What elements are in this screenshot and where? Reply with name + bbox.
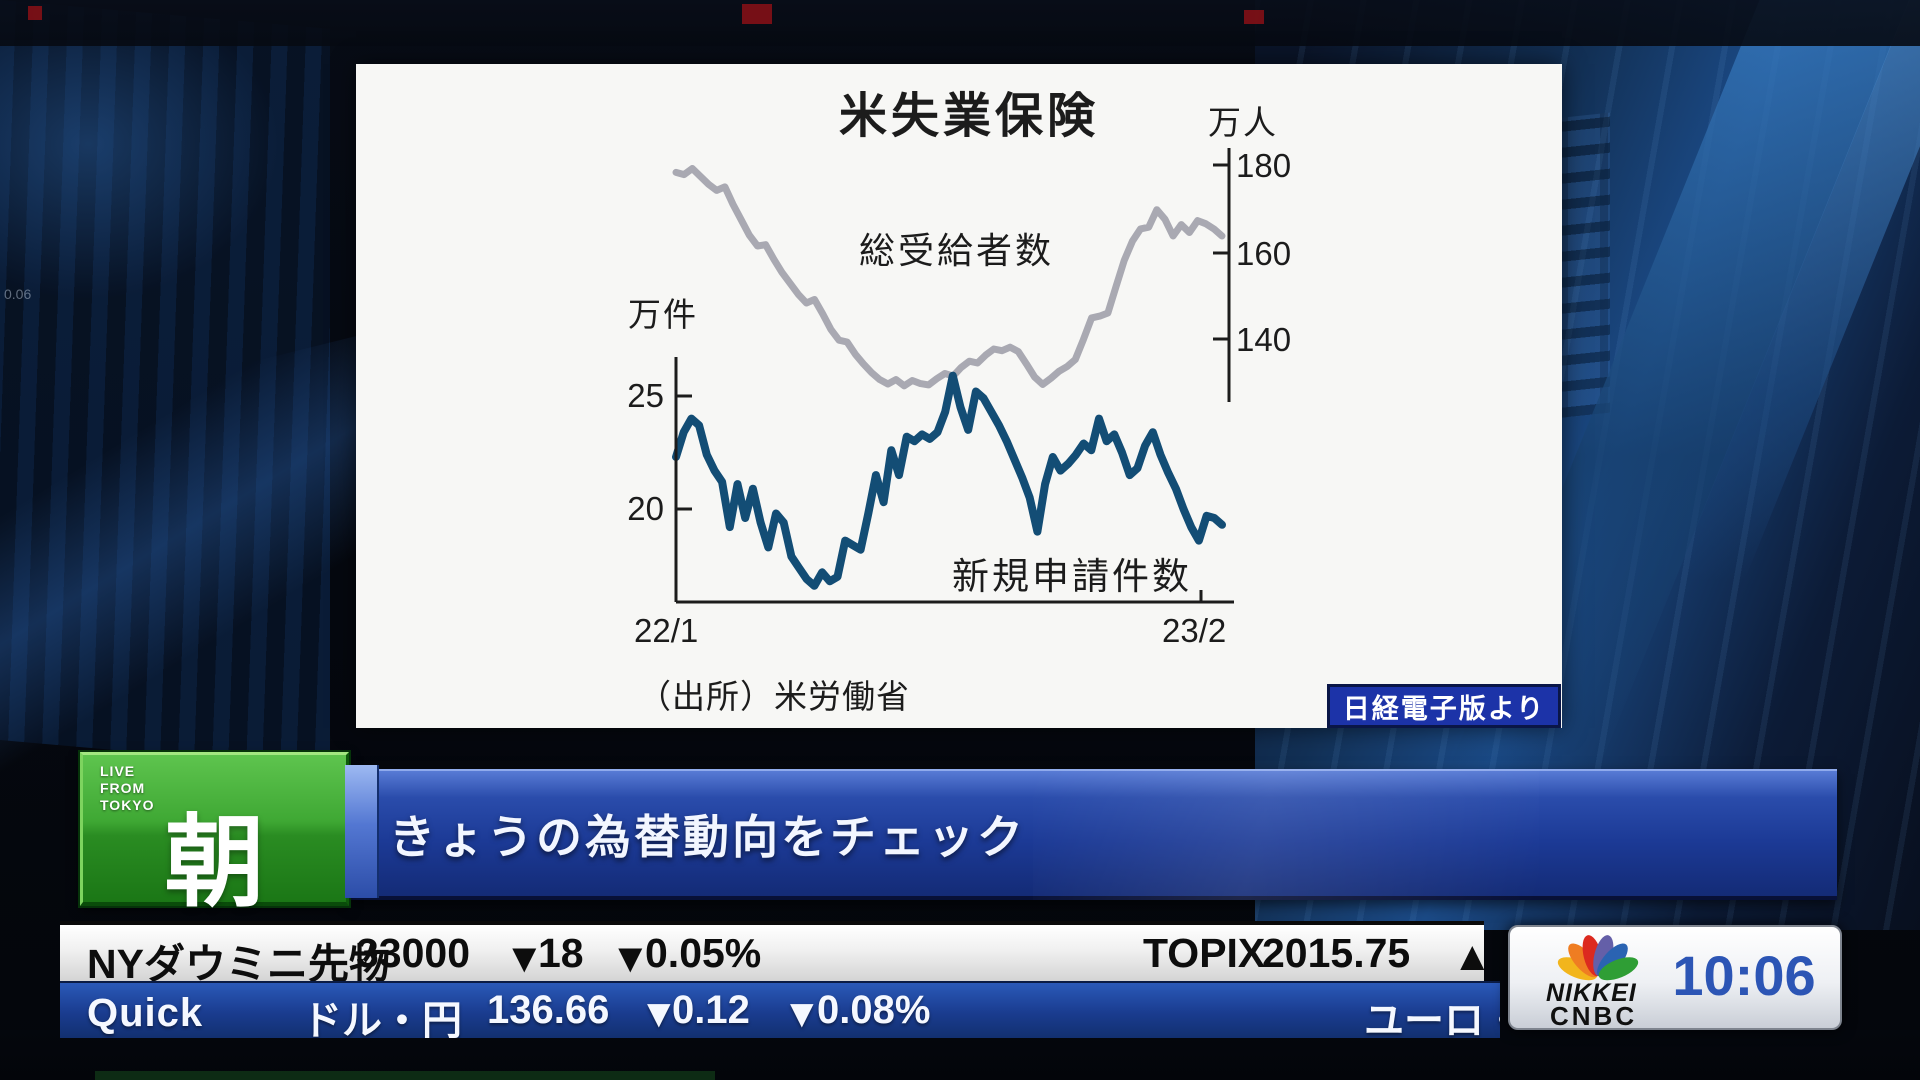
ticker1-down-triangle-icon: ▼ xyxy=(504,935,545,981)
studio-red-chip-3 xyxy=(1244,10,1264,24)
left-axis-unit-label: 万件 xyxy=(628,296,698,333)
live-line-1: LIVE xyxy=(100,763,136,779)
left-axis xyxy=(674,357,692,602)
ticker1-name: NYダウミニ先物 xyxy=(87,941,390,981)
chart-title: 米失業保険 xyxy=(838,90,1099,143)
cnbc-logo-text: CNBC xyxy=(1550,1001,1638,1031)
ticker-row-fx: Quick ドル・円 136.66 ▼ 0.12 ▼ 0.08% ユーロ・ xyxy=(60,981,1500,1038)
banner-left-cap xyxy=(345,765,379,898)
unemployment-chart xyxy=(672,148,1234,604)
program-kanji: 朝 xyxy=(164,807,265,919)
studio-top-band xyxy=(0,0,1920,46)
studio-bottom-green-sliver xyxy=(95,1071,715,1080)
x-tick-end: 23/2 xyxy=(1162,612,1227,649)
live-line-2: FROM xyxy=(100,780,146,796)
right-axis-unit-label: 万人 xyxy=(1208,104,1278,141)
ticker1-price: 33000 xyxy=(356,930,471,976)
ticker-row-indices: NYダウミニ先物 33000 ▼ 18 ▼ 0.05% TOPIX 2015.7… xyxy=(60,921,1484,981)
ticker2-down-triangle-icon-2: ▼ xyxy=(782,992,822,1036)
ticker1-change: 18 xyxy=(538,930,584,976)
quick-logo: Quick xyxy=(87,991,204,1035)
right-axis-tick-140: 140 xyxy=(1236,321,1292,358)
nikkei-logo-text: NIKKEI xyxy=(1546,979,1637,1007)
studio-left-glow xyxy=(0,40,280,300)
x-tick-start: 22/1 xyxy=(634,612,699,649)
x-axis xyxy=(674,590,1234,604)
left-axis-tick-20: 20 xyxy=(627,490,664,527)
credit-badge: 日経電子版より xyxy=(1327,684,1561,728)
ticker2-change-pct: 0.08% xyxy=(817,988,931,1032)
credit-badge-text: 日経電子版より xyxy=(1342,693,1546,724)
live-from-tokyo-box: LIVE FROM TOKYO 朝 xyxy=(80,752,349,919)
ticker2-change: 0.12 xyxy=(672,988,750,1032)
ticker1-change-pct: 0.05% xyxy=(645,930,762,976)
ticker2-down-triangle-icon: ▼ xyxy=(639,992,679,1036)
series-recipients-line xyxy=(672,165,1226,390)
live-line-3: TOKYO xyxy=(100,797,155,813)
series-label-claims: 新規申請件数 xyxy=(952,556,1192,597)
background-ticker-fragment: 0.06 xyxy=(4,286,32,302)
right-axis-tick-180: 180 xyxy=(1236,147,1292,184)
ticker1-down-triangle-icon-2: ▼ xyxy=(610,935,651,981)
headline-banner: きょうの為替動向をチェック xyxy=(349,769,1837,900)
right-axis xyxy=(1213,148,1231,402)
series-label-recipients: 総受給者数 xyxy=(859,230,1055,271)
live-from-tokyo-label: LIVE FROM TOKYO xyxy=(100,763,155,814)
chart-panel: 米失業保険 万人 万件 180 160 140 25 20 総受給者数 新規申請… xyxy=(356,64,1562,728)
banner-sheen xyxy=(1033,769,1540,900)
studio-red-chip-1 xyxy=(28,6,42,20)
clock-time: 10:06 xyxy=(1672,944,1816,1007)
ticker1-price2: 2015.75 xyxy=(1262,930,1411,976)
series-claims-line xyxy=(672,371,1226,590)
ticker2-name: ドル・円 xyxy=(302,999,462,1038)
ticker2-next-name: ユーロ・ xyxy=(1364,999,1500,1038)
ticker1-up-triangle-icon: ▲ xyxy=(1452,933,1484,980)
ticker2-price: 136.66 xyxy=(487,988,610,1032)
headline-text: きょうの為替動向をチェック xyxy=(389,811,1026,863)
clock-panel: NIKKEI CNBC 10:06 xyxy=(1508,925,1842,1031)
right-axis-tick-160: 160 xyxy=(1236,235,1292,272)
chart-source: （出所）米労働省 xyxy=(638,678,910,715)
left-axis-tick-25: 25 xyxy=(627,377,664,414)
ticker1-name2: TOPIX xyxy=(1143,930,1266,976)
studio-red-chip-2 xyxy=(742,4,772,24)
peacock-icon xyxy=(1557,935,1639,981)
